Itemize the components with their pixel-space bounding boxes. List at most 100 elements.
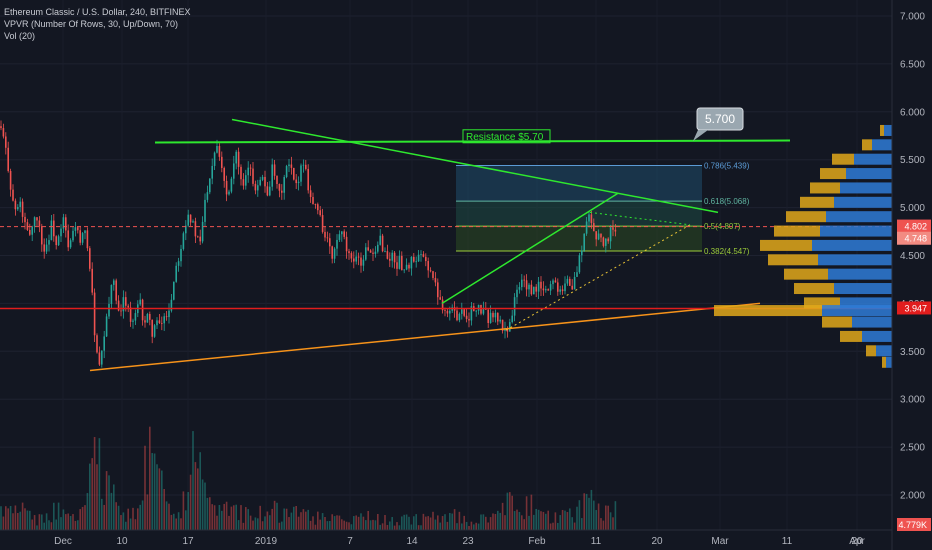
candle-body <box>458 313 461 321</box>
candle-body <box>187 214 189 226</box>
candle-body <box>319 210 321 216</box>
vpvr-row-down <box>840 330 862 342</box>
volume-bar <box>98 438 101 530</box>
candle-body <box>540 281 542 289</box>
volume-bar <box>384 515 386 530</box>
candle-body <box>146 313 149 323</box>
trend-lines[interactable]: Resistance $5.70 5.700 <box>0 107 892 372</box>
vpvr-row-up <box>840 297 892 309</box>
vpvr-row-up <box>884 124 892 136</box>
candle-body <box>269 186 271 196</box>
volume-bar <box>252 520 254 530</box>
candle-body <box>614 229 617 232</box>
candle-body <box>283 177 285 193</box>
volume-bar <box>581 518 583 530</box>
volume-bar <box>129 518 132 530</box>
volume-bar <box>338 515 341 530</box>
volume-bar <box>60 517 62 530</box>
indicator-volume-label[interactable]: Vol (20) <box>4 31 36 41</box>
vpvr-row-down <box>714 305 822 317</box>
candle-body <box>417 254 420 262</box>
price-tick-label: 5.000 <box>900 203 925 214</box>
indicator-vpvr-label[interactable]: VPVR (Number Of Rows, 30, Up/Down, 70) <box>4 19 179 29</box>
candle-body <box>113 280 115 285</box>
candle-body <box>521 279 523 288</box>
volume-bar <box>187 492 189 530</box>
volume-bar <box>237 520 240 530</box>
volume-bar <box>470 521 473 530</box>
volume-bar <box>533 514 535 530</box>
volume-bar <box>477 523 480 530</box>
candle-body <box>463 309 465 316</box>
volume-bar <box>261 521 264 530</box>
volume-bar <box>158 468 161 530</box>
candle-body <box>475 310 477 312</box>
volume-bar <box>180 518 182 530</box>
candle-body <box>516 289 518 298</box>
candle-body <box>441 299 444 311</box>
volume-bar <box>50 522 53 530</box>
candle-body <box>449 310 451 314</box>
support-line <box>89 302 761 372</box>
volume-bar <box>77 520 79 530</box>
volume-bar <box>69 516 72 530</box>
volume-bar <box>264 516 266 530</box>
volume-bar <box>197 468 199 530</box>
volume-bar <box>2 516 5 530</box>
candle-body <box>266 186 269 196</box>
candle-body <box>228 191 230 195</box>
candle-body <box>53 220 55 237</box>
candle-body <box>338 234 341 240</box>
volume-bar <box>324 516 326 530</box>
candle-body <box>590 214 593 224</box>
candle-body <box>221 156 223 168</box>
candle-body <box>329 238 331 247</box>
volume-bar <box>401 516 403 530</box>
volume-bar <box>5 506 7 530</box>
grid <box>0 15 892 496</box>
price-tick-label: 6.000 <box>900 107 925 118</box>
candle-body <box>523 279 525 281</box>
volume-bar <box>607 505 609 530</box>
volume-bar <box>141 500 144 530</box>
candle-body <box>273 164 276 176</box>
volume-bar <box>475 522 477 530</box>
candle-body <box>554 280 557 283</box>
volume-bar <box>540 511 542 530</box>
candle-body <box>57 236 60 246</box>
volume-bar <box>389 521 391 530</box>
candle-body <box>62 217 65 229</box>
volume-bar <box>194 462 197 530</box>
volume-bar <box>182 491 185 530</box>
vpvr-row-up <box>876 345 892 357</box>
candle-body <box>103 336 105 351</box>
candle-body <box>353 258 355 262</box>
volume-bar <box>557 522 559 530</box>
candle-body <box>5 136 7 148</box>
fibonacci-retracement[interactable]: 0.786(5.439)0.618(5.068)0.5(4.807)0.382(… <box>456 162 750 256</box>
candle-body <box>461 309 463 314</box>
candle-body <box>93 292 96 336</box>
candle-body <box>381 235 384 252</box>
volume-bar <box>134 519 137 530</box>
volume-bar <box>7 508 9 530</box>
symbol-title[interactable]: Ethereum Classic / U.S. Dollar, 240, BIT… <box>4 7 191 17</box>
volume-bar <box>398 525 401 530</box>
candle-body <box>197 236 199 238</box>
candle-body <box>432 271 434 278</box>
vpvr-row-down <box>760 239 812 251</box>
volume-bar <box>204 482 206 530</box>
candle-body <box>465 315 468 319</box>
volume-bar <box>48 520 50 530</box>
price-tick-label: 7.000 <box>900 12 925 23</box>
candle-body <box>494 312 497 318</box>
candle-body <box>180 248 182 262</box>
candle-body <box>348 251 350 254</box>
price-tick-label: 5.500 <box>900 155 925 166</box>
candle-body <box>410 256 413 269</box>
candle-body <box>84 230 86 234</box>
vpvr-row-up <box>834 283 892 295</box>
candle-body <box>434 277 437 283</box>
